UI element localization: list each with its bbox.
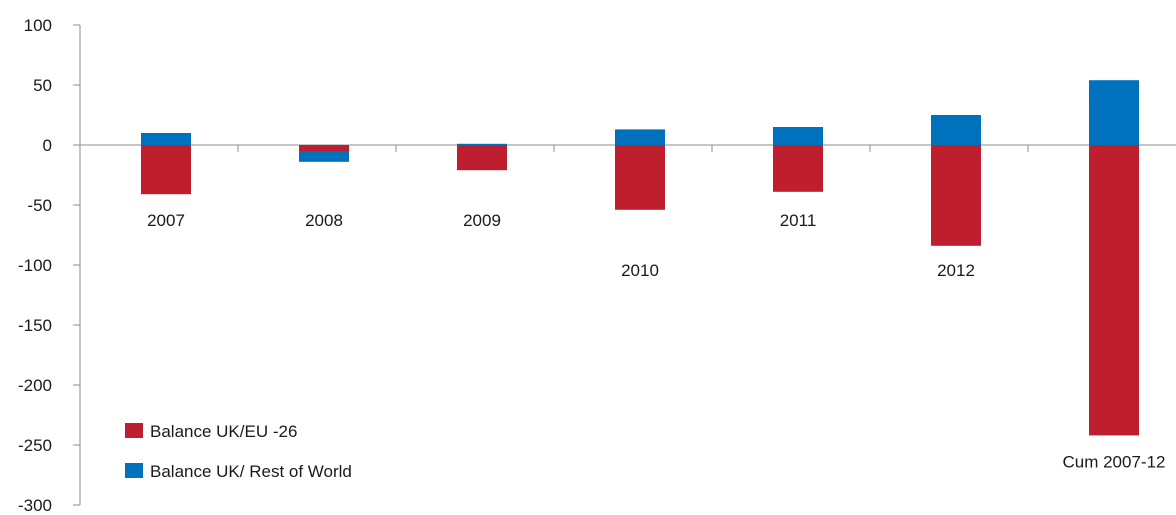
bar-uk-eu xyxy=(141,145,191,195)
y-tick-label: -50 xyxy=(27,196,52,215)
y-tick-label: 100 xyxy=(24,16,52,35)
bars xyxy=(141,80,1139,436)
bar-uk-rest-of-world xyxy=(299,151,349,162)
legend: Balance UK/EU -26 Balance UK/ Rest of Wo… xyxy=(125,422,352,481)
bar-uk-eu xyxy=(457,145,507,171)
bar-uk-rest-of-world xyxy=(931,115,981,145)
category-label: 2012 xyxy=(937,261,975,280)
y-tick-label: -100 xyxy=(18,256,52,275)
legend-label-eu: Balance UK/EU -26 xyxy=(150,422,297,441)
legend-label-row: Balance UK/ Rest of World xyxy=(150,462,352,481)
legend-swatch-eu xyxy=(125,423,143,438)
category-label: 2010 xyxy=(621,261,659,280)
category-label: 2008 xyxy=(305,211,343,230)
legend-swatch-row xyxy=(125,463,143,478)
bar-uk-eu xyxy=(931,145,981,246)
y-tick-label: -250 xyxy=(18,436,52,455)
bar-uk-eu xyxy=(773,145,823,192)
category-label: Cum 2007-12 xyxy=(1062,452,1165,471)
bar-uk-eu xyxy=(1089,145,1139,436)
category-label: 2007 xyxy=(147,211,185,230)
category-labels: 2007 2008 2009 2010 2011 2012 Cum 2007-12 xyxy=(147,211,1165,471)
y-tick-label: -300 xyxy=(18,496,52,515)
bar-uk-rest-of-world xyxy=(1089,80,1139,145)
y-tick-label: -150 xyxy=(18,316,52,335)
y-tick-label: 0 xyxy=(43,136,52,155)
bar-uk-eu xyxy=(615,145,665,210)
bar-uk-rest-of-world xyxy=(615,129,665,145)
bar-uk-rest-of-world xyxy=(773,127,823,145)
category-label: 2009 xyxy=(463,211,501,230)
bar-uk-eu xyxy=(299,145,349,151)
y-tick-label: -200 xyxy=(18,376,52,395)
bar-uk-rest-of-world xyxy=(457,143,507,145)
y-tick-label: 50 xyxy=(33,76,52,95)
bar-uk-rest-of-world xyxy=(141,133,191,145)
category-label: 2011 xyxy=(780,211,817,230)
